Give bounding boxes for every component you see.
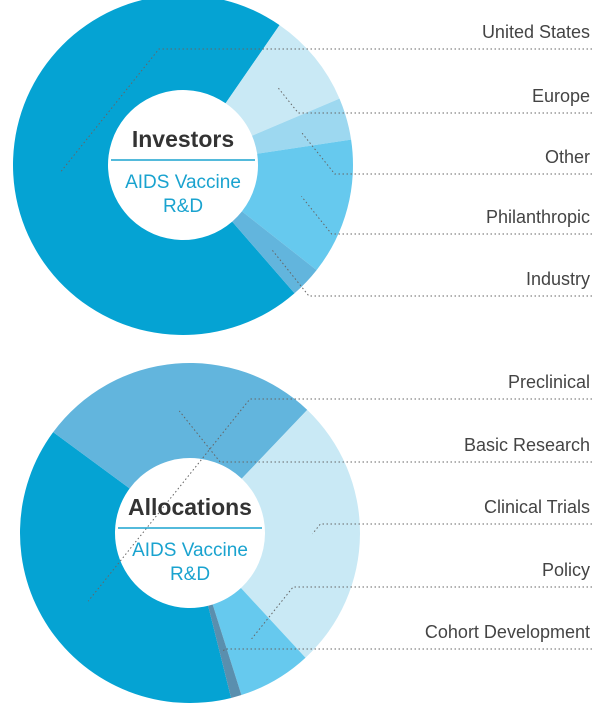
leader-line [301,195,592,235]
legend-label: Europe [532,86,590,106]
legend-label: Cohort Development [425,622,590,642]
legend-label: Industry [526,269,590,289]
center-subtitle: AIDS Vaccine [125,172,241,193]
donut-segment [252,98,352,154]
legend-label: Basic Research [464,435,590,455]
donut-segment [225,25,340,136]
center-title: Allocations [128,494,252,520]
center-subtitle: AIDS Vaccine [132,540,248,561]
leader-line [60,48,592,173]
donut-segment [212,588,306,696]
leader-line [222,648,592,652]
donut-segment [241,139,353,271]
legend-label: Clinical Trials [484,497,590,517]
donut-segment [208,604,242,698]
legend-label: Preclinical [508,372,590,392]
center-subtitle: R&D [170,564,210,585]
legend-label: Philanthropic [486,207,590,227]
donut-segment [232,211,317,294]
leader-line [312,523,592,535]
donut-segment [19,432,232,703]
legend-label: United States [482,22,590,42]
leader-line [300,131,592,175]
legend-label: Policy [542,560,590,580]
donut-segment [240,409,360,658]
donut-segment [13,0,295,335]
center-subtitle: R&D [163,196,203,217]
center-title: Investors [132,126,234,152]
legend-label: Other [545,147,590,167]
donut-segment [53,362,308,489]
